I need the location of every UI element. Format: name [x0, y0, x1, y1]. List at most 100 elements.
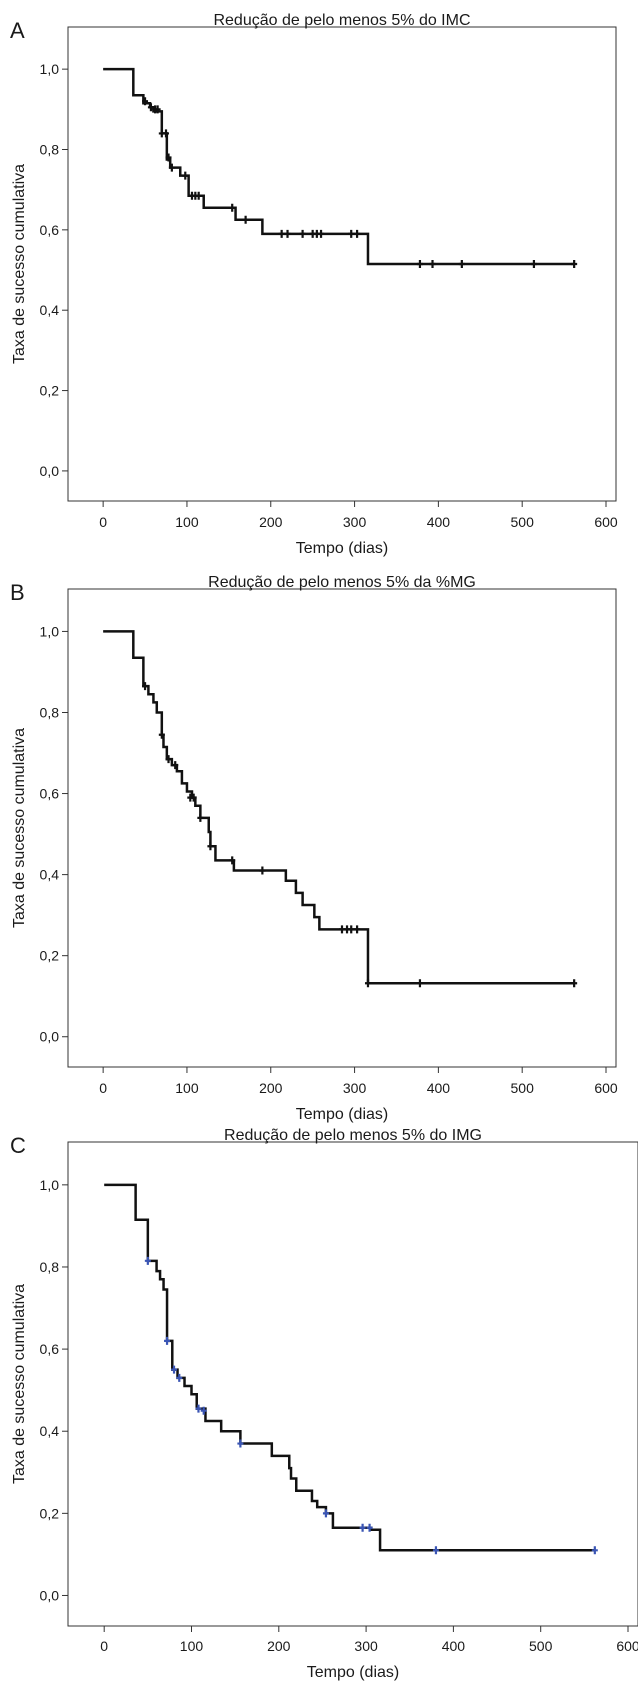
y-tick-label: 0,2 [40, 383, 60, 399]
x-tick-label: 200 [259, 1080, 283, 1096]
censor-mark [158, 730, 165, 739]
censor-mark [366, 1523, 373, 1532]
censor-mark [284, 229, 291, 238]
km-step-line [104, 1183, 595, 1552]
y-tick-label: 0,8 [40, 141, 60, 157]
y-tick-label: 0,4 [40, 1423, 60, 1439]
plot-frame [67, 1141, 638, 1627]
censor-mark [144, 1256, 151, 1265]
y-tick-label: 1,0 [40, 623, 60, 639]
censor-mark [259, 866, 266, 875]
censor-mark [165, 755, 172, 764]
censor-mark [416, 979, 423, 988]
x-tick-label: 400 [427, 1080, 451, 1096]
censor-mark [168, 163, 175, 172]
censor-mark [229, 856, 236, 865]
censor-mark [571, 979, 578, 988]
panel-letter: C [10, 1133, 26, 1158]
censor-mark [354, 925, 361, 934]
y-axis-label: Taxa de sucesso cumulativa [11, 1284, 28, 1484]
censor-mark [200, 1406, 207, 1415]
censor-mark [176, 1373, 183, 1382]
y-tick-label: 0,0 [40, 1029, 60, 1045]
x-tick-label: 600 [594, 1080, 618, 1096]
chart-title: Redução de pelo menos 5% da %MG [208, 574, 476, 591]
y-tick-label: 0,8 [40, 704, 60, 720]
plot-frame [67, 588, 617, 1068]
censor-mark [318, 229, 325, 238]
x-tick-label: 600 [594, 514, 618, 530]
censor-mark [172, 761, 179, 770]
y-axis-label: Taxa de sucesso cumulativa [11, 164, 28, 364]
censor-mark [591, 1546, 598, 1555]
censor-mark [165, 153, 172, 162]
panel-letter: B [10, 580, 25, 605]
x-tick-label: 200 [259, 514, 283, 530]
y-tick-label: 0,6 [40, 786, 60, 802]
x-tick-label: 0 [100, 1638, 108, 1654]
censor-mark [339, 925, 345, 934]
y-tick-label: 0,0 [40, 463, 60, 479]
chart-title: Redução de pelo menos 5% do IMG [224, 1127, 482, 1144]
censor-mark [195, 1404, 202, 1413]
km-panel-b: B Redução de pelo menos 5% da %MG 0,0 0,2 0,… [10, 574, 618, 1123]
censor-mark [182, 171, 189, 180]
censor-mark [147, 103, 154, 112]
censor-mark [197, 813, 204, 822]
y-tick-label: 0,4 [40, 302, 60, 318]
km-step-line [103, 67, 575, 266]
y-tick-label: 0,6 [40, 1341, 60, 1357]
km-panel-a: A Redução de pelo menos 5% do IMC 0,0 0,2 0,… [10, 12, 618, 557]
censor-mark [458, 260, 465, 268]
km-step-line [103, 630, 575, 985]
x-tick-label: 100 [175, 514, 199, 530]
censor-mark [278, 229, 285, 238]
censor-mark [195, 191, 202, 200]
x-tick-label: 200 [267, 1638, 291, 1654]
x-tick-label: 500 [511, 1080, 535, 1096]
censor-mark [142, 97, 149, 106]
y-tick-label: 0,2 [40, 1505, 60, 1521]
km-panel-c: C Redução de pelo menos 5% do IMG 0,0 0,2 0,… [10, 1127, 638, 1681]
censor-mark [348, 229, 355, 238]
censor-mark [242, 215, 249, 224]
y-tick-label: 1,0 [40, 61, 60, 77]
x-tick-label: 300 [343, 1080, 367, 1096]
censor-mark [322, 1509, 329, 1518]
censor-mark [416, 260, 423, 268]
x-tick-label: 300 [343, 514, 367, 530]
censor-mark [571, 260, 578, 268]
x-axis-label: Tempo (dias) [307, 1664, 399, 1681]
censor-mark [429, 260, 436, 268]
plot-frame [67, 26, 617, 502]
censor-mark [163, 129, 169, 138]
censor-mark [299, 229, 306, 238]
y-tick-label: 1,0 [40, 1177, 60, 1193]
censor-mark [364, 979, 371, 988]
censor-mark [164, 1336, 171, 1345]
x-tick-label: 400 [442, 1638, 466, 1654]
x-tick-label: 400 [427, 514, 451, 530]
y-axis-label: Taxa de sucesso cumulativa [11, 728, 28, 928]
x-axis-label: Tempo (dias) [296, 1106, 388, 1123]
panel-letter: A [10, 18, 25, 43]
censor-mark [432, 1546, 439, 1555]
censor-mark [142, 682, 149, 691]
x-tick-label: 0 [99, 1080, 107, 1096]
y-tick-label: 0,6 [40, 222, 60, 238]
x-tick-label: 500 [529, 1638, 553, 1654]
y-tick-label: 0,0 [40, 1587, 60, 1603]
censor-mark [359, 1523, 366, 1532]
x-tick-label: 300 [354, 1638, 378, 1654]
x-tick-label: 500 [511, 514, 535, 530]
x-tick-label: 0 [99, 514, 107, 530]
x-tick-label: 600 [616, 1638, 638, 1654]
x-axis-label: Tempo (dias) [296, 540, 388, 557]
y-tick-label: 0,8 [40, 1259, 60, 1275]
censor-mark [229, 203, 236, 212]
censor-mark [354, 229, 361, 238]
censor-mark [348, 925, 355, 934]
y-tick-label: 0,2 [40, 948, 60, 964]
censor-mark [207, 842, 214, 851]
